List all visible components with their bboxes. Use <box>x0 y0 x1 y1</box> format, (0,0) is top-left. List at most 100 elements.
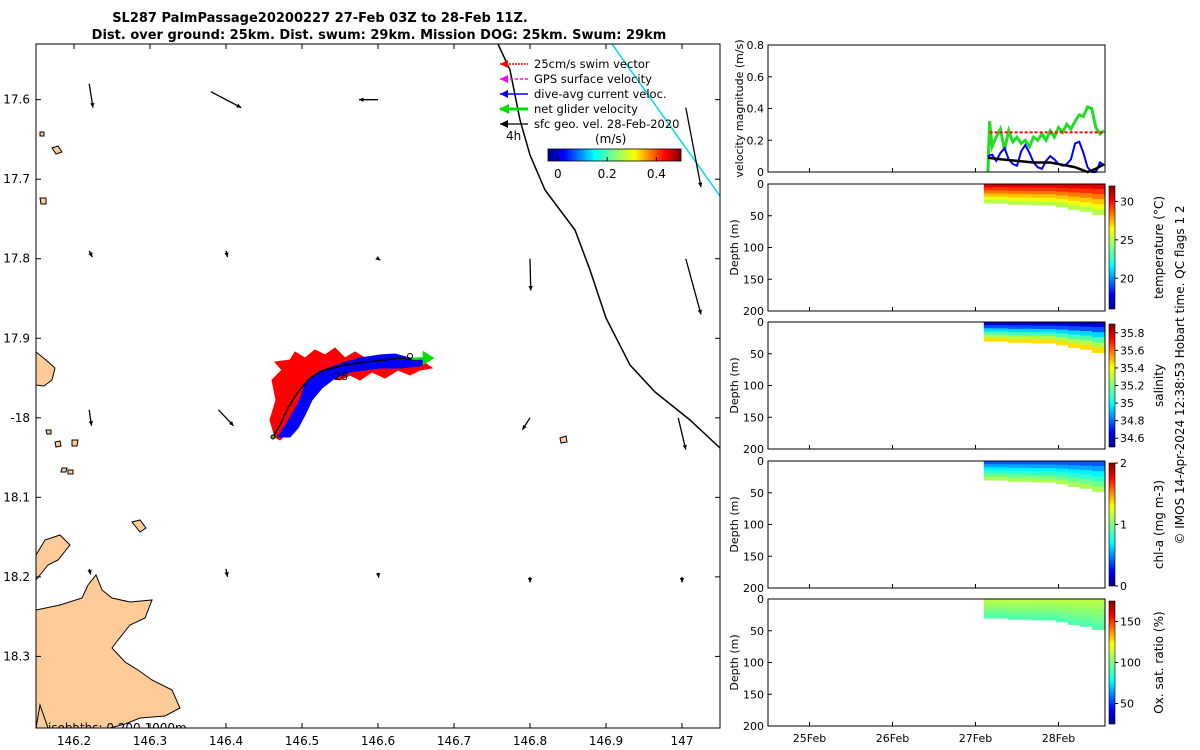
velocity-y-tick-label: 0 <box>757 166 764 179</box>
legend-label-swim-vector: 25cm/s swim vector <box>534 57 650 71</box>
heatmap-cell <box>1068 482 1081 487</box>
heatmap-cell <box>995 461 1009 465</box>
depth-y-tick-label: 0 <box>757 178 764 191</box>
heatmap-cell <box>995 196 1009 201</box>
heatmap-cell <box>983 608 997 613</box>
heatmap-cell <box>1056 325 1069 331</box>
date-tick-label: 26Feb <box>876 732 909 745</box>
depth-colorbar-tick-label: 34.8 <box>1120 415 1145 428</box>
depth-colorbar-tick-label: 30 <box>1120 195 1134 208</box>
heatmap-cell <box>1068 338 1081 344</box>
heatmap-cell <box>1031 197 1045 202</box>
current-arrow <box>210 91 242 109</box>
heatmap-cell <box>1092 332 1105 338</box>
heatmap-cell <box>1019 184 1033 188</box>
heatmap-cell <box>1068 188 1081 193</box>
heatmap-cell <box>1043 478 1057 483</box>
current-arrow <box>685 107 703 188</box>
heatmap-cell <box>1007 332 1021 337</box>
heatmap-cell <box>1043 201 1057 206</box>
heatmap-cell <box>1068 469 1081 475</box>
heatmap-cell <box>1031 616 1045 621</box>
heatmap-cell <box>1007 184 1021 188</box>
legend-label-gps-velocity: GPS surface velocity <box>534 72 652 86</box>
heatmap-cell <box>1092 486 1105 492</box>
current-arrow <box>224 250 229 258</box>
heatmap-cell <box>1068 599 1081 604</box>
current-arrow <box>375 572 381 578</box>
depth-colorbar-tick-label: 100 <box>1120 657 1141 670</box>
legend-item-sfc-geo: sfc geo. vel. 28-Feb-2020 <box>500 117 680 131</box>
heatmap-cell <box>983 473 997 478</box>
depth-colorbar <box>1108 323 1116 448</box>
heatmap-cell <box>1007 474 1021 479</box>
map-colorbar-tick-label: 0 <box>554 167 562 181</box>
heatmap-cell <box>1080 479 1093 485</box>
current-arrow <box>521 417 531 431</box>
heatmap-cell <box>1019 194 1033 199</box>
heatmap-cell <box>1007 325 1021 330</box>
map-y-ticks: 17.6 17.7 17.8 17.9 -18 18.1 18.2 18.3 <box>3 93 720 663</box>
heatmap-cell <box>995 328 1009 333</box>
heatmap-cell <box>1080 206 1093 212</box>
heatmap-cell <box>1056 476 1069 481</box>
current-arrow-head <box>236 103 242 108</box>
date-tick-label: 27Feb <box>959 732 992 745</box>
depth-y-tick-label: 200 <box>743 305 764 318</box>
depth-colorbar-tick-label: 0 <box>1120 580 1127 593</box>
heatmap-cell <box>1068 620 1081 625</box>
heatmap-cell <box>983 199 997 204</box>
heatmap-cell <box>1019 332 1033 337</box>
heatmap-cell <box>1092 204 1105 210</box>
net-velocity-arrow <box>411 350 435 366</box>
heatmap-cell <box>1092 624 1105 630</box>
heatmap-cell <box>983 605 997 610</box>
heatmap-cell <box>1019 609 1033 614</box>
heatmap-cell <box>983 190 997 195</box>
heatmap-cell <box>1007 322 1021 326</box>
heatmap-cell <box>1056 618 1069 623</box>
heatmap-cell <box>1007 615 1021 620</box>
heatmap-cell <box>1092 466 1105 472</box>
depth-colorbar-tick-label: 50 <box>1120 698 1134 711</box>
surface-current-arrows <box>87 83 703 583</box>
map-x-tick-label: 146.6 <box>361 734 395 748</box>
heatmap-cell <box>1080 608 1093 614</box>
heatmap-cell <box>1080 621 1093 627</box>
heatmap-cell <box>995 184 1009 188</box>
heatmap-cell <box>1056 187 1069 193</box>
current-arrow-head <box>224 252 229 258</box>
cyan-boundary-line <box>611 44 720 197</box>
heatmap-cell <box>1080 483 1093 489</box>
velocity-y-tick-label: 0.6 <box>747 71 765 84</box>
current-arrow <box>224 568 229 578</box>
heatmap-cell <box>1031 194 1045 199</box>
heatmap-cell <box>1080 331 1093 337</box>
heatmap-cell <box>1092 342 1105 348</box>
depth-colorbar-label: Ox. sat. ratio (%) <box>1152 611 1166 713</box>
map-x-tick-label: 146.5 <box>285 734 319 748</box>
heatmap-cell <box>1007 190 1021 195</box>
depth-colorbar <box>1108 600 1116 725</box>
heatmap-cell <box>1080 326 1093 332</box>
heatmap-cell <box>1056 203 1069 208</box>
depth-colorbar-label: salinity <box>1152 364 1166 407</box>
date-axis-labels: 25Feb 26Feb 27Feb 28Feb <box>793 732 1076 745</box>
heatmap-cell <box>1031 464 1045 469</box>
heatmap-cell <box>1043 187 1057 192</box>
heatmap-cell <box>1019 612 1033 617</box>
heatmap-cell <box>995 605 1009 610</box>
current-arrow-head <box>228 421 234 426</box>
depth-colorbar-tick-label: 25 <box>1120 234 1134 247</box>
heatmap-cell <box>983 611 997 616</box>
heatmap-cell <box>1068 184 1081 189</box>
heatmap-cell <box>1019 335 1033 340</box>
heatmap-cell <box>1056 472 1069 477</box>
heatmap-cell <box>995 337 1009 342</box>
current-arrow-head <box>224 572 229 577</box>
legend-label-sfc-geo: sfc geo. vel. 28-Feb-2020 <box>534 117 680 131</box>
map-colorbar-tick-label: 0.2 <box>598 167 617 181</box>
heatmap-cell <box>1056 184 1069 189</box>
heatmap-cell <box>1019 602 1033 607</box>
